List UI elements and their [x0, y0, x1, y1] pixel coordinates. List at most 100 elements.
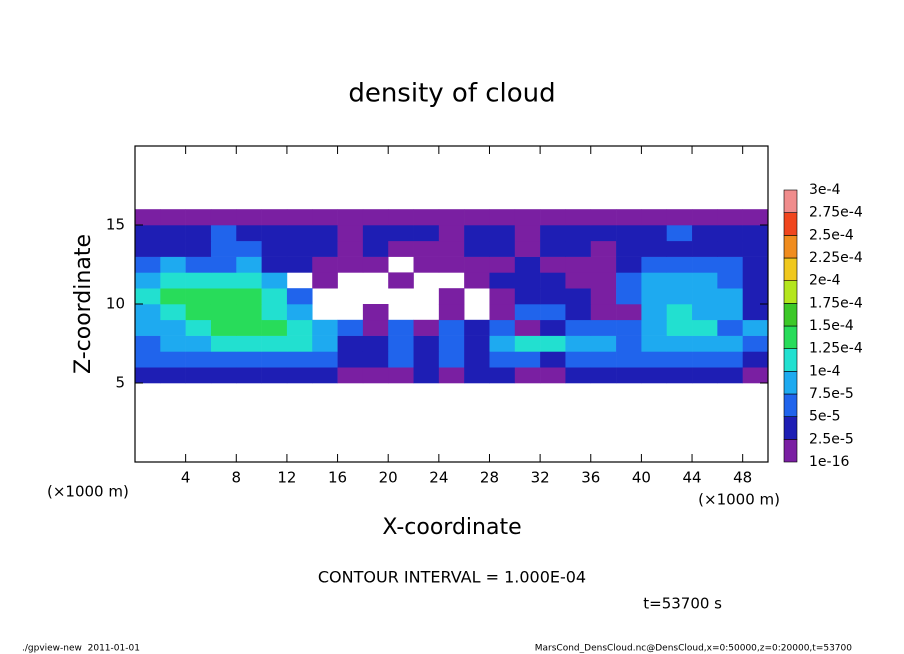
cell — [717, 367, 743, 384]
cell — [666, 256, 693, 273]
x-unit: (×1000 m) — [698, 491, 780, 509]
cell — [692, 272, 718, 289]
colorbar-swatch — [783, 189, 798, 213]
cell — [135, 367, 161, 384]
cell — [692, 319, 718, 336]
cell — [210, 225, 237, 242]
cell — [135, 288, 161, 305]
cell — [616, 256, 642, 273]
cell — [464, 351, 490, 368]
cell — [590, 351, 617, 368]
cell — [210, 304, 237, 321]
cell — [185, 256, 212, 273]
colorbar-swatch — [783, 212, 798, 236]
cell — [135, 319, 161, 336]
cell — [692, 351, 718, 368]
cell — [742, 225, 769, 242]
cell — [337, 319, 364, 336]
cell — [210, 335, 237, 352]
x-unit: (×1000 m) — [47, 483, 129, 501]
cell — [616, 209, 642, 226]
cell — [413, 209, 440, 226]
cell — [641, 240, 668, 257]
cell — [185, 225, 212, 242]
y-tick-label: 15 — [106, 216, 125, 234]
colorbar-label: 2.25e-4 — [809, 250, 863, 266]
cell — [616, 240, 642, 257]
x-tick-label: 20 — [379, 469, 398, 487]
cell — [160, 272, 186, 289]
cell — [261, 225, 288, 242]
x-tick-label: 28 — [480, 469, 499, 487]
cell — [160, 304, 186, 321]
cell — [692, 240, 718, 257]
cell — [565, 256, 592, 273]
cell — [135, 240, 161, 257]
cell — [337, 367, 364, 384]
cell — [236, 304, 262, 321]
cell — [236, 240, 262, 257]
y-axis-label: Z-coordinate — [71, 234, 96, 374]
colorbar-label: 1.75e-4 — [809, 295, 863, 311]
colorbar-swatch — [783, 371, 798, 395]
cell — [742, 351, 769, 368]
cell — [540, 304, 566, 321]
cell — [210, 209, 237, 226]
colorbar-swatch — [783, 235, 798, 259]
x-tick-label: 36 — [581, 469, 600, 487]
cell — [489, 335, 516, 352]
cell — [692, 256, 718, 273]
cell — [742, 335, 769, 352]
cell — [185, 367, 212, 384]
colorbar-label: 2.75e-4 — [809, 205, 863, 221]
cell — [464, 225, 490, 242]
cell — [590, 367, 617, 384]
cell — [717, 351, 743, 368]
cell — [413, 319, 440, 336]
cell — [286, 367, 313, 384]
cell — [540, 351, 566, 368]
cell — [666, 272, 693, 289]
cell — [185, 351, 212, 368]
colorbar-swatch — [783, 280, 798, 304]
cell — [210, 351, 237, 368]
cell — [666, 304, 693, 321]
cell — [514, 335, 541, 352]
cell — [135, 335, 161, 352]
cell — [438, 367, 465, 384]
cell — [565, 304, 592, 321]
cell — [185, 304, 212, 321]
cell — [337, 240, 364, 257]
cell — [641, 304, 668, 321]
cell — [616, 351, 642, 368]
field — [135, 209, 769, 384]
cell — [312, 272, 338, 289]
cell — [692, 225, 718, 242]
cell — [438, 351, 465, 368]
cell — [261, 319, 288, 336]
cell — [540, 367, 566, 384]
cell — [236, 272, 262, 289]
cell — [590, 319, 617, 336]
cell — [692, 209, 718, 226]
cell — [565, 209, 592, 226]
cell — [210, 319, 237, 336]
cell — [185, 319, 212, 336]
cell — [286, 304, 313, 321]
cell — [489, 288, 516, 305]
x-tick-label: 32 — [531, 469, 550, 487]
cell — [590, 225, 617, 242]
cell — [666, 335, 693, 352]
x-tick-label: 8 — [232, 469, 242, 487]
cell — [438, 319, 465, 336]
cell — [185, 335, 212, 352]
cell — [185, 272, 212, 289]
cell — [261, 335, 288, 352]
x-axis-label: X-coordinate — [382, 515, 521, 540]
cell — [160, 209, 186, 226]
cell — [438, 256, 465, 273]
cell — [464, 256, 490, 273]
cell — [666, 351, 693, 368]
cell — [135, 256, 161, 273]
